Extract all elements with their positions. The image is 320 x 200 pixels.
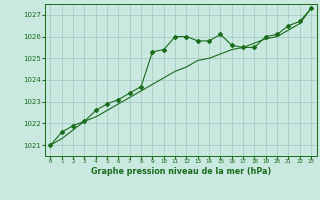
X-axis label: Graphe pression niveau de la mer (hPa): Graphe pression niveau de la mer (hPa) xyxy=(91,167,271,176)
